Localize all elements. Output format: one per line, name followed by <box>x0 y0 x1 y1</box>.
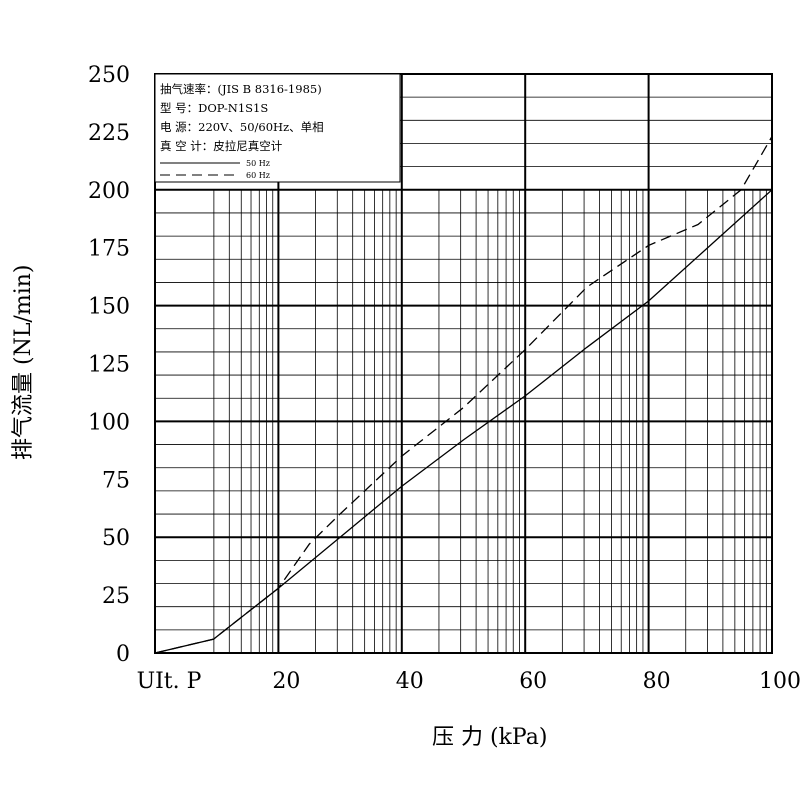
y-tick-label: 0 <box>116 642 130 667</box>
y-tick-label: 175 <box>88 237 130 262</box>
info-line-gauge: 真 空 计：皮拉尼真空计 <box>160 139 283 153</box>
x-tick-label: 40 <box>396 669 424 694</box>
y-tick-label: 75 <box>102 468 130 493</box>
legend-box <box>154 73 401 183</box>
y-axis-title: 排气流量 (NL/min) <box>11 265 36 461</box>
x-axis-title: 压 力 (kPa) <box>432 725 547 750</box>
legend: 抽气速率：(JIS B 8316-1985) 型 号：DOP-N1S1S 电 源… <box>154 73 401 183</box>
y-tick-label: 150 <box>88 295 130 320</box>
series-line-50hz <box>154 189 773 654</box>
y-tick-label: 50 <box>102 526 130 551</box>
x-tick-label: 20 <box>272 669 300 694</box>
legend-50hz-label: 50 Hz <box>246 159 270 168</box>
x-tick-label: 100 <box>759 669 800 694</box>
info-line-rate: 抽气速率：(JIS B 8316-1985) <box>160 82 322 96</box>
info-line-power: 电 源：220V、50/60Hz、单相 <box>160 120 324 134</box>
plot-frame <box>154 73 773 654</box>
series-line-60hz <box>154 136 773 654</box>
y-tick-label: 250 <box>88 63 130 88</box>
x-tick-label: UIt. P <box>137 669 202 694</box>
y-tick-label: 225 <box>88 121 130 146</box>
y-tick-label: 200 <box>88 179 130 204</box>
y-tick-label: 125 <box>88 353 130 378</box>
legend-60hz-label: 60 Hz <box>246 171 270 180</box>
x-tick-label: 60 <box>519 669 547 694</box>
info-line-model: 型 号：DOP-N1S1S <box>160 101 268 115</box>
y-tick-label: 100 <box>88 410 130 435</box>
x-tick-label: 80 <box>643 669 671 694</box>
y-tick-label: 25 <box>102 584 130 609</box>
